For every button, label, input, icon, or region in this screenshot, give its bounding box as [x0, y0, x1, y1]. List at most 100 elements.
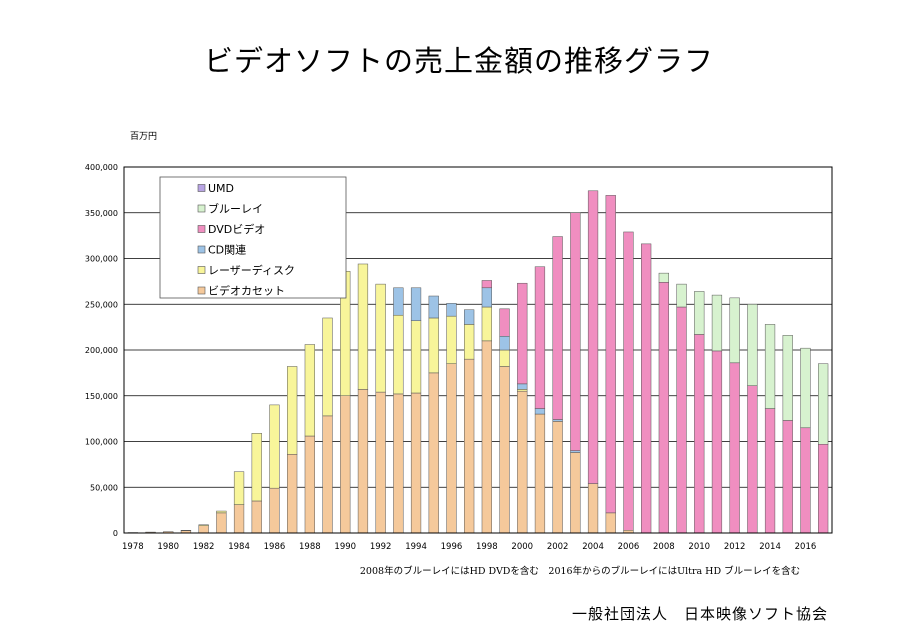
footnote: 2008年のブルーレイにはHD DVDを含む 2016年からのブルーレイにはUl…	[359, 566, 801, 577]
x-tick-label: 1994	[405, 542, 427, 552]
bar-laser-1995	[428, 317, 439, 374]
bar-video-1988	[304, 435, 315, 534]
legend-swatch-laser	[197, 266, 206, 274]
y-axis-ticks: 0 50,000 100,000 150,000 200,000 250,000 300,0…	[85, 163, 118, 538]
bar-laser-1991	[357, 263, 369, 390]
bar-dvd-2015	[782, 420, 793, 534]
bar-video-1994	[410, 392, 422, 534]
bar-video-1993	[393, 393, 404, 534]
bar-dvd-2003	[570, 212, 581, 451]
bar-cd-1996	[446, 303, 457, 317]
bar-cd-2003	[570, 450, 581, 453]
y-tick-label: 350,000	[85, 209, 118, 218]
legend-box	[159, 176, 347, 299]
bar-dvd-2004	[587, 190, 599, 484]
bar-laser-1983	[216, 510, 227, 514]
bar-laser-1993	[393, 314, 404, 395]
bar-laser-1981	[180, 530, 192, 531]
legend-label-dvd: DVDビデオ	[208, 222, 265, 236]
bar-laser-2000	[517, 389, 528, 392]
bar-laser-1985	[251, 433, 262, 502]
legend-swatch-umd	[197, 184, 206, 192]
y-tick-label: 50,000	[90, 483, 118, 492]
bar-video-2003	[570, 452, 581, 534]
x-tick-label: 1980	[157, 542, 179, 552]
bar-dvd-2012	[729, 362, 740, 534]
bar-bluray-2015	[782, 335, 793, 421]
bar-video-1986	[269, 487, 280, 534]
bar-cd-2000	[517, 383, 528, 390]
bar-video-1991	[357, 389, 369, 534]
bar-video-1999	[499, 366, 510, 534]
bars	[127, 190, 829, 534]
bar-dvd-2001	[534, 266, 546, 409]
x-tick-label: 1996	[441, 542, 463, 552]
bar-laser-1984	[233, 471, 245, 505]
bar-video-2002	[552, 421, 563, 534]
x-tick-label: 1982	[193, 542, 215, 552]
bar-video-1998	[481, 340, 492, 534]
bar-laser-1992	[375, 283, 386, 393]
bar-dvd-2016	[800, 427, 811, 534]
bar-dvd-2014	[764, 408, 776, 534]
y-tick-label: 0	[113, 529, 118, 538]
bar-laser-1986	[269, 404, 280, 489]
bar-video-1996	[446, 363, 457, 534]
y-tick-label: 100,000	[85, 438, 118, 447]
bar-bluray-2009	[676, 283, 687, 308]
bar-laser-1988	[304, 344, 315, 437]
bar-cd-1998	[481, 287, 492, 308]
bar-dvd-2000	[517, 282, 528, 385]
bar-cd-1993	[393, 287, 404, 316]
x-tick-label: 1984	[228, 542, 250, 552]
legend-swatch-cd	[197, 245, 206, 254]
legend-label-laser: レーザーディスク	[208, 263, 295, 277]
bar-cd-1995	[428, 295, 439, 319]
y-tick-label: 300,000	[85, 255, 118, 264]
bar-video-1983	[216, 512, 227, 534]
x-tick-label: 2014	[759, 542, 781, 552]
bar-dvd-1998	[481, 280, 492, 289]
bar-bluray-2011	[711, 294, 723, 352]
bar-dvd-2010	[694, 334, 705, 534]
source-credit: 一般社団法人 日本映像ソフト協会	[571, 605, 828, 623]
x-tick-label: 2004	[582, 542, 604, 552]
bar-video-1987	[287, 454, 298, 534]
bar-cd-2002	[552, 419, 563, 422]
bar-dvd-2017	[818, 444, 829, 534]
bar-laser-1994	[410, 320, 422, 394]
bar-bluray-2013	[747, 304, 758, 386]
bar-dvd-2011	[711, 350, 723, 534]
bar-bluray-2016	[800, 347, 811, 429]
bar-cd-1997	[464, 309, 475, 325]
x-tick-label: 2006	[618, 542, 640, 552]
bar-laser-1987	[287, 366, 298, 455]
bar-cd-1994	[410, 287, 422, 321]
y-tick-label: 400,000	[85, 163, 118, 172]
x-tick-label: 1978	[122, 542, 144, 552]
bar-video-2000	[517, 390, 528, 534]
y-tick-label: 200,000	[85, 346, 118, 355]
x-tick-label: 1990	[334, 542, 356, 552]
bar-bluray-2010	[694, 291, 705, 335]
y-tick-label: 250,000	[85, 300, 118, 309]
x-tick-label: 1992	[370, 542, 392, 552]
bar-laser-1982	[198, 524, 209, 526]
bar-laser-1989	[322, 317, 333, 417]
bar-bluray-2008	[658, 272, 669, 283]
y-unit-label: 百万円	[130, 131, 157, 142]
bar-bluray-2017	[818, 363, 829, 445]
x-tick-label: 2000	[511, 542, 533, 552]
bar-video-2001	[534, 413, 546, 534]
bar-cd-2001	[534, 408, 546, 415]
legend-swatch-bluray	[197, 204, 206, 213]
y-tick-label: 150,000	[85, 392, 118, 401]
bar-video-1984	[233, 504, 245, 534]
x-axis-ticks: 1978 1980 1982 1984 1986 1988 1990 1992 1994 1996…	[122, 542, 816, 552]
bar-video-1982	[198, 525, 209, 534]
bar-video-1985	[251, 500, 262, 534]
legend-swatch-dvd	[197, 225, 206, 233]
bar-dvd-2009	[676, 306, 687, 534]
